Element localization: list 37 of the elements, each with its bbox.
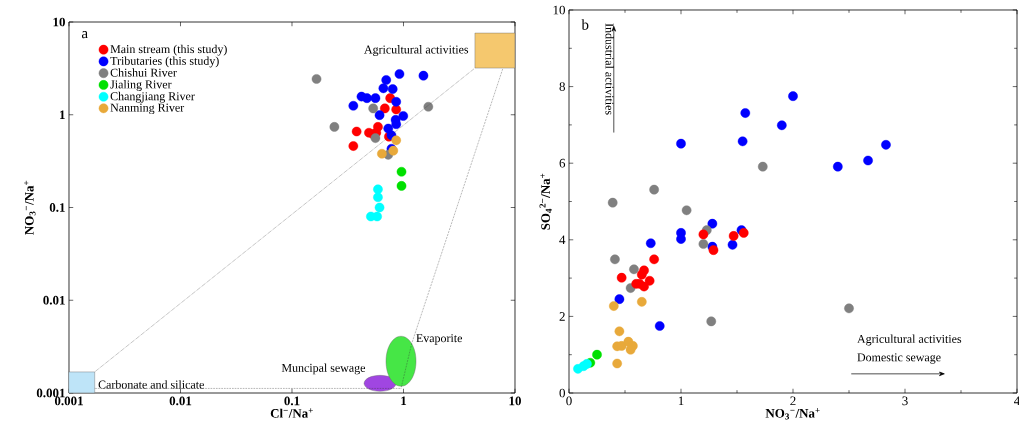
chart-title: b — [581, 19, 589, 30]
x-tick-label: 1 — [678, 396, 684, 406]
y-tick-label: 1 — [60, 110, 65, 120]
chart-title: a — [81, 31, 88, 39]
annotation: Industrial activities — [605, 23, 614, 115]
y-tick-label: 10 — [53, 17, 65, 27]
legend-label: Changjiang River — [110, 91, 195, 103]
x-axis-title: Cl$^{−}$/Na$^{+}$ — [270, 408, 313, 418]
annotation: Domestic sewage — [857, 353, 941, 364]
legend-label: Nanming River — [110, 103, 185, 115]
annotation: Agricultural activities — [364, 45, 469, 56]
x-tick-label: 1 — [401, 396, 407, 406]
x-tick-label: 0.01 — [169, 396, 192, 406]
y-axis-title: NO$_{3}$$^{−}$/Na$^{+}$ — [24, 180, 36, 235]
y-tick-label: 10 — [553, 5, 565, 15]
y-tick-label: 6 — [559, 158, 566, 168]
y-tick-label: 0.01 — [43, 295, 65, 305]
y-tick-label: 8 — [559, 82, 565, 91]
y-tick-label: 4 — [559, 235, 566, 245]
annotation: Evaporite — [416, 334, 463, 345]
legend-label: Jialing River — [110, 80, 172, 91]
y-tick-label: 2 — [559, 312, 565, 321]
x-tick-label: 2 — [790, 396, 796, 406]
y-tick-label: 0 — [559, 388, 565, 398]
y-tick-label: 0.001 — [36, 388, 65, 398]
y-axis-title: SO$_{4}$$^{2−}$/Na$^{+}$ — [539, 173, 552, 230]
annotation: Agricultural activities — [857, 334, 962, 346]
legend-label: Tributaries (this study) — [110, 56, 219, 68]
y-tick-label: 0.1 — [49, 203, 65, 212]
legend-label: Main stream (this study) — [110, 44, 227, 56]
annotation: Muncipal sewage — [281, 363, 366, 375]
x-tick-label: 3 — [902, 396, 908, 406]
legend-label: Chishui River — [110, 68, 177, 77]
x-tick-label: 0.1 — [284, 396, 300, 406]
x-axis-title: NO$_{3}$$^{−}$/Na$^{+}$ — [765, 408, 820, 420]
annotation: Carbonate and silicate — [98, 380, 204, 389]
x-tick-label: 10 — [509, 396, 521, 406]
